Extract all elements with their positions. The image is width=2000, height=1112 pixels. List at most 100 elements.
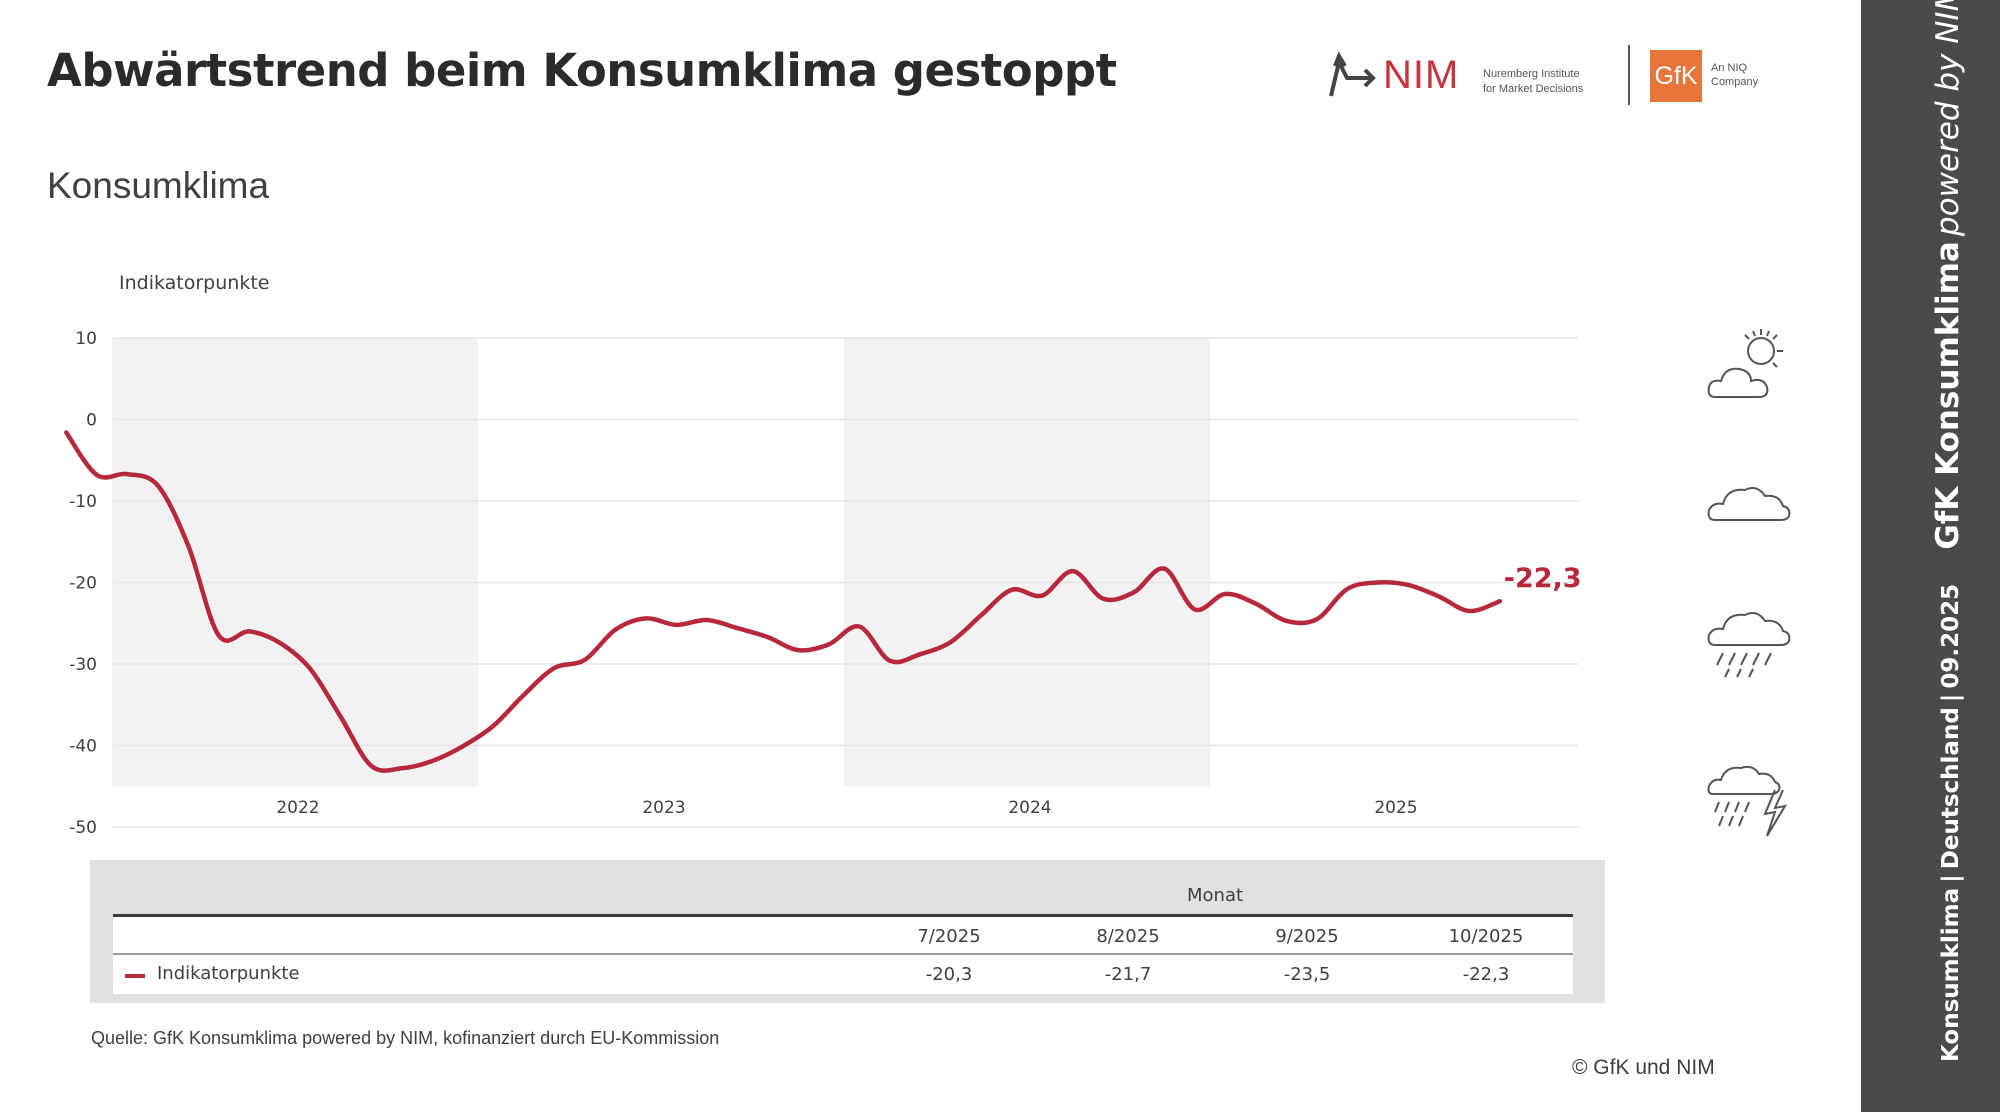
table-col-header: 8/2025 bbox=[1096, 926, 1160, 947]
data-point bbox=[1345, 587, 1349, 591]
chart-subtitle: Konsumklima bbox=[47, 165, 270, 206]
data-point bbox=[400, 766, 404, 770]
data-point bbox=[1040, 594, 1044, 598]
gfk-logo-caption: An NIQ Company bbox=[1711, 61, 1758, 89]
data-point bbox=[1162, 567, 1166, 571]
nim-arrow-icon bbox=[1329, 51, 1376, 97]
side-text-tagline: powered by NIM bbox=[1930, 0, 1966, 237]
table-header-label: Monat bbox=[1187, 885, 1244, 906]
data-point bbox=[1376, 581, 1380, 585]
gfk-caption-line1: An NIQ bbox=[1711, 62, 1748, 74]
data-point bbox=[583, 658, 587, 662]
line-chart: 10 0 -10 -20 -30 -40 -50 2022 2023 2024 2025 Indi… bbox=[64, 272, 1582, 838]
data-point bbox=[705, 618, 709, 622]
y-tick-label: -10 bbox=[69, 492, 97, 512]
data-point bbox=[1071, 569, 1075, 573]
series-swatch bbox=[125, 974, 145, 978]
gfk-caption-line2: Company bbox=[1711, 76, 1759, 88]
data-point bbox=[522, 693, 526, 697]
y-tick-label: 10 bbox=[75, 329, 97, 349]
data-point bbox=[1437, 594, 1441, 598]
year-band-2024 bbox=[844, 338, 1210, 787]
data-point bbox=[674, 623, 678, 627]
data-point bbox=[613, 628, 617, 632]
year-band-2022 bbox=[112, 338, 478, 787]
data-point bbox=[156, 484, 160, 488]
data-point bbox=[918, 652, 922, 656]
x-year-label: 2025 bbox=[1374, 798, 1417, 818]
y-tick-label: -20 bbox=[69, 574, 97, 594]
data-point bbox=[796, 648, 800, 652]
data-point bbox=[979, 613, 983, 617]
data-table: Monat 7/2025 8/2025 9/2025 10/2025 Indik… bbox=[90, 860, 1605, 1003]
y-tick-label: -50 bbox=[69, 818, 97, 838]
y-tick-label: -40 bbox=[69, 737, 97, 757]
data-point bbox=[1254, 602, 1258, 606]
side-banner-text: Konsumklima | Deutschland | 09.2025 GfK … bbox=[1930, 0, 1966, 1062]
data-point bbox=[644, 616, 648, 620]
side-text-topic: Konsumklima bbox=[1938, 887, 1964, 1062]
y-tick-labels: 10 0 -10 -20 -30 -40 -50 bbox=[69, 329, 97, 838]
data-point bbox=[857, 625, 861, 629]
y-tick-label: -30 bbox=[69, 655, 97, 675]
data-point bbox=[1193, 607, 1197, 611]
data-point bbox=[1406, 583, 1410, 587]
table-col-header: 7/2025 bbox=[917, 926, 981, 947]
table-cell: -20,3 bbox=[925, 964, 973, 985]
table-divider bbox=[113, 953, 1573, 955]
data-point bbox=[735, 626, 739, 630]
data-point bbox=[308, 667, 312, 671]
data-point bbox=[1284, 619, 1288, 623]
data-point bbox=[430, 759, 434, 763]
data-point bbox=[827, 642, 831, 646]
side-text-separator: | bbox=[1938, 874, 1964, 883]
copyright-note: © GfK und NIM bbox=[1572, 1056, 1715, 1079]
side-text-country: Deutschland bbox=[1938, 707, 1964, 870]
nim-caption-line1: Nuremberg Institute bbox=[1483, 68, 1580, 80]
data-point bbox=[95, 473, 99, 477]
x-year-label: 2022 bbox=[276, 798, 319, 818]
gfk-logo: GfK bbox=[1650, 50, 1702, 102]
side-banner: Konsumklima | Deutschland | 09.2025 GfK … bbox=[1861, 0, 2000, 1112]
data-point bbox=[369, 764, 373, 768]
data-point bbox=[1223, 592, 1227, 596]
side-text-date: 09.2025 bbox=[1938, 583, 1964, 689]
table-body: 7/2025 8/2025 9/2025 10/2025 Indikatorpu… bbox=[113, 914, 1573, 994]
data-point bbox=[217, 634, 221, 638]
data-point bbox=[278, 641, 282, 645]
data-point bbox=[766, 635, 770, 639]
logo-group: NIM Nuremberg Institute for Market Decis… bbox=[1325, 45, 1785, 107]
table-col-header: 10/2025 bbox=[1448, 926, 1524, 947]
page-title: Abwärtstrend beim Konsumklima gestoppt bbox=[47, 44, 1117, 97]
data-point bbox=[1132, 590, 1136, 594]
x-year-label: 2024 bbox=[1008, 798, 1051, 818]
side-text-separator: | bbox=[1938, 693, 1964, 703]
nim-logo-caption: Nuremberg Institute for Market Decisions bbox=[1483, 67, 1583, 97]
data-point bbox=[1010, 588, 1014, 592]
table-cell: -21,7 bbox=[1104, 964, 1152, 985]
data-point bbox=[1101, 597, 1105, 601]
data-point bbox=[186, 544, 190, 548]
cloud-icon bbox=[1707, 487, 1791, 521]
data-point bbox=[1467, 609, 1471, 613]
data-point bbox=[1498, 599, 1502, 603]
data-point bbox=[247, 629, 251, 633]
logo-divider bbox=[1628, 45, 1630, 105]
series-line bbox=[64, 430, 1503, 773]
chart-background bbox=[112, 338, 1210, 787]
x-year-label: 2023 bbox=[642, 798, 685, 818]
data-point bbox=[552, 666, 556, 670]
data-point bbox=[339, 715, 343, 719]
storm-cloud-icon bbox=[1707, 765, 1788, 837]
rain-cloud-icon bbox=[1707, 612, 1791, 678]
nim-logo: NIM bbox=[1383, 53, 1460, 97]
side-text-brand: GfK Konsumklima bbox=[1930, 241, 1966, 550]
source-note: Quelle: GfK Konsumklima powered by NIM, … bbox=[91, 1028, 720, 1048]
data-point bbox=[1315, 617, 1319, 621]
data-point bbox=[64, 431, 68, 435]
data-point bbox=[461, 744, 465, 748]
data-point bbox=[125, 472, 129, 476]
sun-cloud-icon bbox=[1707, 329, 1783, 398]
y-axis-label: Indikatorpunkte bbox=[119, 272, 269, 294]
table-row-label: Indikatorpunkte bbox=[157, 963, 300, 984]
